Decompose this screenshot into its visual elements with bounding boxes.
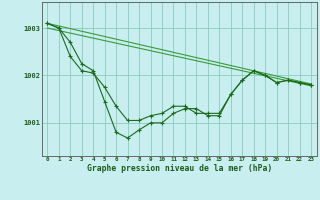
X-axis label: Graphe pression niveau de la mer (hPa): Graphe pression niveau de la mer (hPa) — [87, 164, 272, 173]
